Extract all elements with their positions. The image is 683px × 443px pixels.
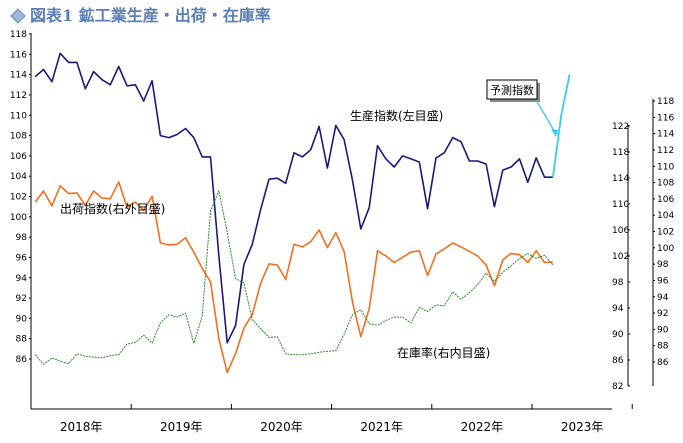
- chart-title: 図表1 鉱工業生産・出荷・在庫率: [10, 6, 271, 25]
- right-inner-tick-label: 86: [657, 358, 669, 368]
- right-outer-tick-label: 82: [612, 382, 623, 392]
- right-outer-tick-label: 106: [612, 226, 629, 236]
- left-tick-label: 98: [16, 233, 28, 243]
- left-tick-label: 110: [10, 111, 27, 121]
- left-tick-label: 118: [10, 30, 27, 40]
- right-inner-tick-label: 88: [657, 342, 669, 352]
- right-outer-tick-label: 90: [612, 330, 624, 340]
- left-tick-label: 104: [10, 172, 27, 182]
- right-outer-tick-label: 118: [612, 148, 629, 158]
- right-inner-tick-label: 96: [657, 276, 669, 286]
- forecast-callout-arrow: [535, 99, 557, 135]
- right-outer-tick-label: 86: [612, 356, 624, 366]
- forecast-arrowhead: [551, 129, 558, 137]
- right-inner-tick-label: 114: [657, 130, 674, 140]
- x-tick-label: 2022年: [461, 420, 504, 434]
- right-inner-tick-label: 98: [657, 260, 669, 270]
- x-axis-ticks: 2018年 2019年 2020年 2021年 2022年 2023年: [30, 404, 633, 434]
- left-tick-label: 86: [16, 355, 28, 365]
- right-inner-tick-label: 104: [657, 211, 674, 221]
- annotation-production: 生産指数(左目盛): [350, 108, 443, 123]
- right-outer-axis-ticks: 82 86 90 94 98 102 106 110 114 118 122: [612, 122, 630, 392]
- annotation-shipments: 出荷指数(右外目盛): [60, 201, 165, 216]
- right-inner-tick-label: 112: [657, 146, 674, 156]
- left-tick-label: 96: [16, 253, 28, 263]
- right-inner-tick-label: 94: [657, 293, 669, 303]
- series-inventory-line: [34, 190, 554, 365]
- left-tick-label: 88: [16, 335, 28, 345]
- right-inner-tick-label: 100: [657, 244, 674, 254]
- right-inner-tick-label: 116: [657, 113, 674, 123]
- x-tick-label: 2021年: [360, 420, 403, 434]
- x-tick-label: 2020年: [260, 420, 303, 434]
- left-tick-label: 108: [10, 132, 27, 142]
- series-production-line: [34, 52, 553, 344]
- series-layer: [34, 52, 571, 374]
- left-tick-label: 92: [16, 294, 27, 304]
- right-outer-tick-label: 102: [612, 252, 629, 262]
- left-axis-ticks: 86 88 90 92 94 96 98 100 102 104 106 108 110 112 114 11…: [10, 30, 31, 365]
- forecast-callout-label: 予測指数: [490, 83, 534, 97]
- left-tick-label: 94: [16, 274, 28, 284]
- right-outer-tick-label: 94: [612, 304, 624, 314]
- forecast-callout: 予測指数: [486, 79, 558, 137]
- chart-title-text: 図表1 鉱工業生産・出荷・在庫率: [30, 6, 271, 25]
- right-inner-tick-label: 90: [657, 325, 669, 335]
- right-inner-tick-label: 106: [657, 195, 674, 205]
- annotation-inventory: 在庫率(右内目盛): [397, 345, 490, 360]
- x-tick-label: 2018年: [60, 420, 103, 434]
- right-outer-tick-label: 110: [612, 200, 629, 210]
- x-tick-label: 2019年: [160, 420, 203, 434]
- x-tick-label: 2023年: [561, 420, 604, 434]
- right-inner-tick-label: 110: [657, 162, 674, 172]
- series-forecast-line: [552, 74, 571, 178]
- series-shipments-line: [34, 181, 553, 374]
- diamond-icon: [10, 8, 26, 24]
- left-tick-label: 106: [10, 152, 27, 162]
- right-inner-tick-label: 108: [657, 179, 674, 189]
- right-inner-axis-ticks: 86 88 90 92 94 96 98 100 102 104 106 108 110 112 114 11…: [653, 97, 674, 368]
- right-inner-tick-label: 102: [657, 228, 674, 238]
- left-tick-label: 114: [10, 71, 27, 81]
- left-tick-label: 90: [16, 314, 28, 324]
- right-outer-tick-label: 98: [612, 278, 624, 288]
- left-tick-label: 116: [10, 50, 27, 60]
- right-inner-tick-label: 118: [657, 97, 674, 107]
- forecast-callout-box: [486, 79, 538, 100]
- right-outer-tick-label: 114: [612, 174, 629, 184]
- right-inner-tick-label: 92: [657, 309, 668, 319]
- left-tick-label: 112: [10, 91, 27, 101]
- left-tick-label: 100: [10, 213, 27, 223]
- left-tick-label: 102: [10, 193, 27, 203]
- right-outer-tick-label: 122: [612, 122, 629, 132]
